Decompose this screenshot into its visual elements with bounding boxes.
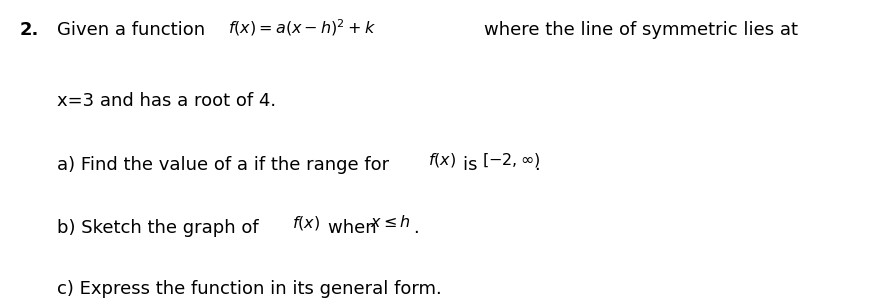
Text: c) Express the function in its general form.: c) Express the function in its general f… [57,280,442,298]
Text: Given a function: Given a function [57,21,211,39]
Text: $f(x)$: $f(x)$ [428,151,456,170]
Text: is: is [463,156,484,174]
Text: x=3 and has a root of 4.: x=3 and has a root of 4. [57,92,277,110]
Text: $f(x)$: $f(x)$ [292,214,320,232]
Text: 2.: 2. [19,21,39,39]
Text: a) Find the value of a if the range for: a) Find the value of a if the range for [57,156,395,174]
Text: b) Sketch the graph of: b) Sketch the graph of [57,219,265,237]
Text: .: . [413,219,419,237]
Text: $f(x) = a(x-h)^2 + k$: $f(x) = a(x-h)^2 + k$ [228,17,376,38]
Text: $x \leq h$: $x \leq h$ [370,214,411,230]
Text: $[-2,\infty)$: $[-2,\infty)$ [482,151,540,170]
Text: .: . [534,156,540,174]
Text: when: when [328,219,383,237]
Text: where the line of symmetric lies at: where the line of symmetric lies at [484,21,798,39]
